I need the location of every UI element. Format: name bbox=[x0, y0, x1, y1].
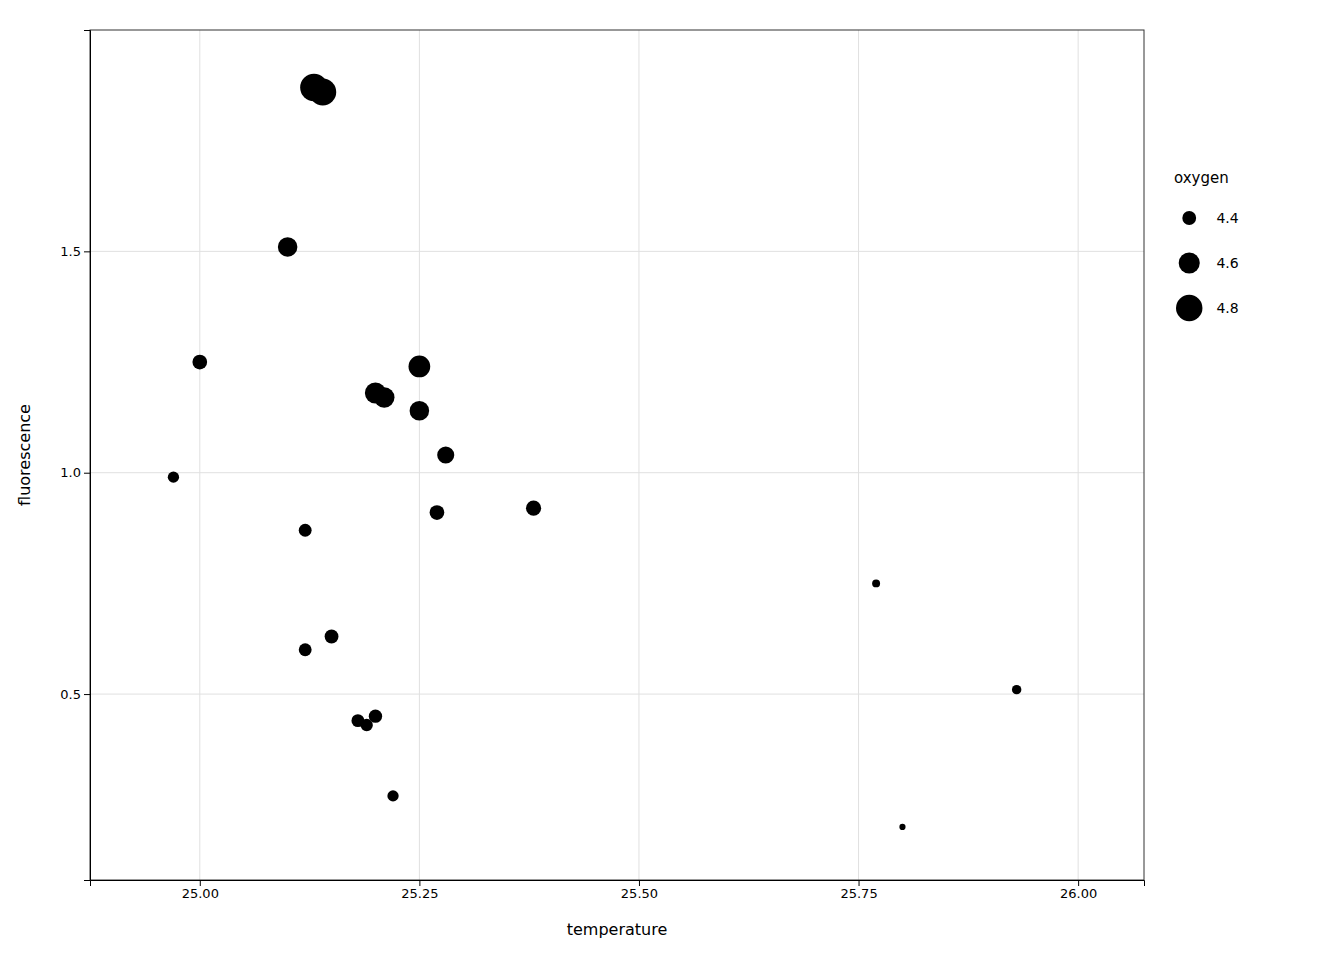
tick-label: 1.0 bbox=[60, 465, 81, 480]
plot: 25.00 25.25 25.50 25.75 26.00 0.5 1.0 1.5 temper… bbox=[15, 30, 1239, 939]
legend-item: 4.8 bbox=[1176, 295, 1239, 321]
tick-mark bbox=[200, 880, 201, 886]
point bbox=[374, 387, 394, 407]
tick-label: 25.25 bbox=[401, 886, 438, 901]
grid bbox=[90, 30, 1144, 880]
point bbox=[278, 237, 298, 257]
legend-symbol bbox=[1179, 252, 1200, 273]
point bbox=[168, 471, 179, 482]
legend-label: 4.8 bbox=[1216, 300, 1238, 316]
point bbox=[410, 401, 430, 421]
point bbox=[899, 824, 905, 830]
tick-mark bbox=[1078, 880, 1079, 886]
grid-line bbox=[90, 694, 1144, 695]
tick: 25.00 bbox=[182, 880, 219, 901]
tick: 1.5 bbox=[60, 244, 90, 259]
chart: 25.00 25.25 25.50 25.75 26.00 0.5 1.0 1.5 temper… bbox=[0, 0, 1344, 960]
tick-label: 25.50 bbox=[621, 886, 658, 901]
point bbox=[872, 579, 880, 587]
legend-label: 4.6 bbox=[1216, 255, 1238, 271]
plot-frame bbox=[90, 30, 1144, 880]
legend-title: oxygen bbox=[1174, 169, 1229, 187]
point bbox=[526, 501, 541, 516]
tick: 25.25 bbox=[401, 880, 438, 901]
grid-line bbox=[90, 251, 1144, 252]
tick: 25.75 bbox=[840, 880, 877, 901]
grid-line bbox=[1078, 30, 1079, 880]
tick-label: 26.00 bbox=[1060, 886, 1097, 901]
tick: 0.5 bbox=[60, 687, 90, 702]
y-axis: 0.5 1.0 1.5 bbox=[60, 31, 90, 881]
tick-label: 25.00 bbox=[182, 886, 219, 901]
point bbox=[409, 356, 431, 378]
tick-mark bbox=[859, 880, 860, 886]
point bbox=[325, 630, 339, 644]
tick-mark bbox=[84, 694, 90, 695]
point bbox=[1012, 685, 1021, 694]
tick: 25.50 bbox=[621, 880, 658, 901]
point bbox=[299, 643, 312, 656]
grid-line bbox=[638, 30, 639, 880]
legend-symbol bbox=[1182, 211, 1196, 225]
tick-mark bbox=[84, 473, 90, 474]
tick-mark bbox=[639, 880, 640, 886]
legend-symbol bbox=[1176, 295, 1202, 321]
tick-label: 25.75 bbox=[840, 886, 877, 901]
tick-mark bbox=[419, 880, 420, 886]
point bbox=[192, 355, 207, 370]
x-axis-title: temperature bbox=[567, 920, 668, 939]
point bbox=[437, 446, 454, 463]
legend-item: 4.6 bbox=[1179, 252, 1239, 273]
point bbox=[309, 79, 336, 106]
axis-line bbox=[91, 881, 1145, 887]
tick: 1.0 bbox=[60, 465, 90, 480]
point bbox=[369, 710, 382, 723]
axis-line bbox=[84, 31, 91, 881]
legend: oxygen 4.4 4.6 4.8 bbox=[1174, 169, 1239, 321]
tick-label: 0.5 bbox=[60, 687, 81, 702]
point bbox=[387, 790, 398, 801]
tick-label: 1.5 bbox=[60, 244, 81, 259]
x-axis: 25.00 25.25 25.50 25.75 26.00 bbox=[91, 880, 1145, 901]
grid-line bbox=[199, 30, 200, 880]
grid-line bbox=[419, 30, 420, 880]
tick-mark bbox=[84, 251, 90, 252]
point bbox=[299, 524, 312, 537]
points bbox=[168, 74, 1022, 830]
y-axis-title: fluorescence bbox=[15, 404, 34, 506]
grid-line bbox=[90, 472, 1144, 473]
legend-item: 4.4 bbox=[1182, 210, 1238, 226]
point bbox=[430, 505, 445, 520]
legend-label: 4.4 bbox=[1216, 210, 1238, 226]
grid-line bbox=[858, 30, 859, 880]
tick: 26.00 bbox=[1060, 880, 1097, 901]
